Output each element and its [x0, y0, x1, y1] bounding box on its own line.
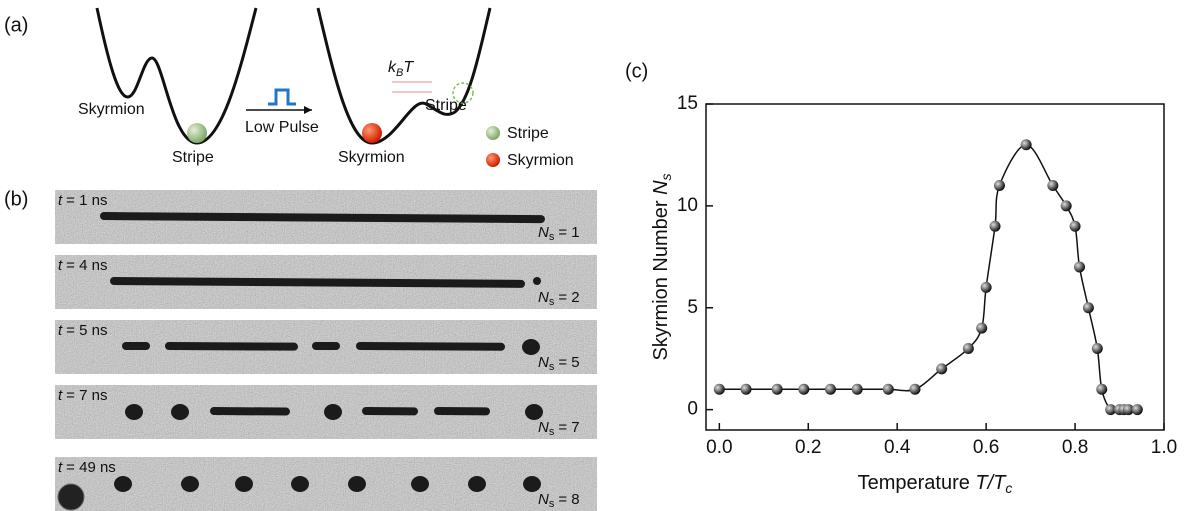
label: kBT — [388, 59, 414, 79]
data-point — [1060, 200, 1072, 212]
skyrmion — [125, 404, 143, 420]
skyrmion — [348, 476, 366, 492]
pulse-icon — [268, 88, 296, 106]
time-label: t = 5 ns — [58, 322, 107, 339]
stripe — [312, 342, 340, 350]
skyrmion — [468, 476, 486, 492]
data-point — [1105, 404, 1117, 416]
color-wheel — [57, 483, 85, 511]
stripe — [533, 277, 541, 285]
arrow-head — [304, 106, 312, 114]
count-label: Ns = 5 — [538, 354, 580, 373]
data-point — [1047, 180, 1059, 191]
plot-frame — [705, 103, 1165, 431]
count-label: Ns = 1 — [538, 224, 580, 243]
data-point — [993, 180, 1005, 191]
legend-marker — [486, 153, 500, 167]
skyrmion — [235, 476, 253, 492]
skyrmion — [171, 404, 189, 420]
count-label: Ns = 7 — [538, 419, 580, 438]
time-label: t = 4 ns — [58, 257, 107, 274]
skyrmion — [525, 404, 543, 420]
data-point — [976, 322, 988, 334]
legend-label: Stripe — [507, 125, 549, 142]
x-tick-label: 1.0 — [1151, 437, 1177, 458]
panel-label: (c) — [625, 60, 648, 82]
stripe — [209, 407, 290, 416]
stripe-ghost — [452, 82, 474, 104]
data-point — [798, 383, 810, 395]
stripe — [99, 212, 545, 224]
data-point — [851, 383, 863, 395]
skyrmion — [411, 476, 429, 492]
label: Skyrmion — [78, 101, 145, 118]
label: Skyrmion — [338, 149, 405, 166]
panel-a: (a) Skyrmion Stripe Low Pulse kBT Stripe… — [4, 7, 574, 169]
time-label: t = 7 ns — [58, 387, 107, 404]
data-point — [1082, 302, 1094, 314]
skyrmion — [291, 476, 309, 492]
legend-label: Skyrmion — [507, 152, 574, 169]
count-label: Ns = 8 — [538, 491, 580, 510]
y-axis-label: Skyrmion Number Ns — [650, 173, 673, 360]
y-tick-label: 0 — [687, 399, 698, 420]
time-label: t = 1 ns — [58, 192, 107, 209]
panel-label: (a) — [4, 14, 28, 36]
stripe — [433, 407, 490, 416]
skyrmion — [523, 476, 541, 492]
skyrmion — [181, 476, 199, 492]
x-tick-label: 0.2 — [795, 437, 821, 458]
x-axis-label: Temperature T/Tc — [858, 472, 1013, 495]
data-point — [1069, 220, 1081, 232]
data-point — [989, 220, 1001, 232]
panel-c: (c) 0.0 0.2 0.4 0.6 0.8 1.0 0 5 10 15 Temperature T… — [625, 60, 1177, 495]
y-tick-label: 10 — [677, 195, 698, 216]
panel-label: (b) — [4, 188, 28, 210]
label: Stripe — [425, 97, 467, 114]
stripe — [361, 407, 418, 416]
skyrmion-ball — [362, 123, 382, 143]
data-point — [1074, 261, 1086, 273]
stripe — [109, 277, 525, 288]
data-point — [1091, 343, 1103, 354]
y-tick-label: 15 — [677, 93, 698, 114]
energy-curve — [95, 7, 258, 145]
data-point — [909, 383, 921, 395]
time-label: t = 49 ns — [58, 459, 116, 476]
data-point — [825, 383, 837, 395]
y-tick-label: 5 — [687, 297, 698, 318]
x-tick-label: 0.0 — [706, 437, 732, 458]
data-point — [1020, 139, 1032, 151]
label: Low Pulse — [245, 119, 319, 136]
frame-image — [55, 457, 597, 511]
data-point — [771, 383, 783, 395]
count-label: Ns = 2 — [538, 289, 580, 308]
panel-b: (b) t = 1 ns Ns = 1 t = 4 ns Ns = 2 t = 5 ns Ns = 5… — [4, 188, 597, 511]
skyrmion — [522, 339, 540, 355]
x-tick-label: 0.8 — [1062, 437, 1088, 458]
data-point — [980, 281, 992, 293]
data-point — [713, 383, 725, 395]
label: Stripe — [172, 149, 214, 166]
stripe-ball — [187, 123, 207, 143]
data-point — [962, 343, 974, 354]
data-point — [1096, 383, 1108, 395]
data-point — [1122, 404, 1134, 416]
x-tick-label: 0.6 — [973, 437, 999, 458]
data-line — [719, 143, 1138, 412]
legend-marker — [486, 126, 500, 140]
stripe — [122, 342, 150, 350]
x-tick-label: 0.4 — [884, 437, 911, 458]
stripe — [164, 342, 298, 351]
stripe — [355, 342, 505, 351]
skyrmion — [114, 476, 132, 492]
data-point — [936, 363, 948, 375]
data-point — [882, 383, 894, 395]
data-point — [740, 383, 752, 395]
skyrmion — [324, 404, 342, 420]
energy-curve — [316, 7, 492, 145]
data-point — [1131, 404, 1143, 416]
